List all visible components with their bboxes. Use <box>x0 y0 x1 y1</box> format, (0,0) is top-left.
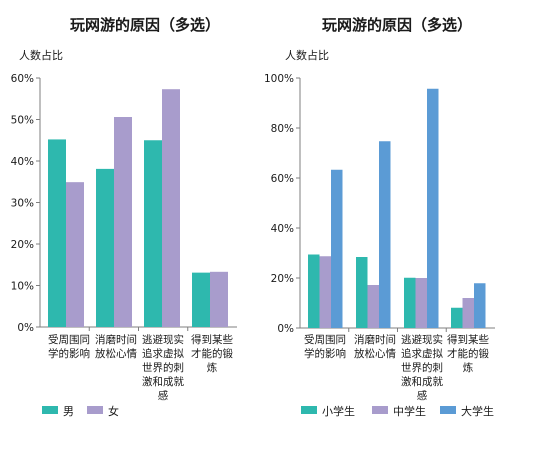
x-category-label: 追求虚拟 <box>401 347 443 360</box>
legend-swatch <box>87 406 103 414</box>
bar-中学生-3 <box>462 298 474 328</box>
bar-小学生-0 <box>308 254 320 328</box>
legend-swatch <box>440 406 456 414</box>
bar-男-3 <box>192 272 210 327</box>
legend-label: 小学生 <box>322 404 355 418</box>
y-tick-label: 40% <box>271 223 294 235</box>
x-category-label: 消磨时间 <box>354 333 396 346</box>
x-category-label: 学的影响 <box>304 347 346 360</box>
y-tick-label: 60% <box>11 73 34 85</box>
x-category-label: 得到某些 <box>447 333 489 346</box>
x-category-label: 激和成就 <box>401 375 443 388</box>
y-tick-label: 20% <box>11 239 34 251</box>
x-category-label: 感 <box>158 389 169 402</box>
legend-label: 大学生 <box>461 404 494 418</box>
bar-大学生-3 <box>474 283 486 328</box>
x-category-label: 世界的刺 <box>401 361 443 374</box>
y-tick-label: 30% <box>11 198 34 210</box>
x-category-label: 放松心情 <box>354 347 396 360</box>
chart-gender: 玩网游的原因（多选） 人数占比 0% 10% 20% 30% 40% 50% 60% 受周围同学的… <box>11 16 237 418</box>
bar-大学生-0 <box>331 169 343 328</box>
x-category-label: 逃避现实 <box>401 333 443 346</box>
bar-小学生-1 <box>356 257 368 328</box>
y-axis-label: 人数占比 <box>19 48 63 62</box>
x-category-label: 逃避现实 <box>142 333 184 346</box>
x-category-label: 激和成就 <box>142 375 184 388</box>
bar-大学生-2 <box>427 88 439 328</box>
bar-男-0 <box>48 139 66 327</box>
bar-中学生-2 <box>415 278 427 328</box>
bar-女-3 <box>210 271 228 327</box>
chart-school-level: 玩网游的原因（多选） 人数占比 0% 20% 40% 60% 80% 100% 受周围同学的影响… <box>264 16 495 418</box>
x-category-label: 才能的锻 <box>447 347 489 360</box>
bar-中学生-1 <box>367 285 379 328</box>
x-category-label: 放松心情 <box>95 347 137 360</box>
x-category-label: 世界的刺 <box>142 361 184 374</box>
bar-男-1 <box>96 168 114 327</box>
x-category-label: 得到某些 <box>191 333 233 346</box>
bar-中学生-0 <box>319 256 331 328</box>
bar-女-2 <box>162 89 180 327</box>
x-category-label: 受周围同 <box>304 334 346 346</box>
x-category-label: 追求虚拟 <box>142 347 184 360</box>
bar-小学生-2 <box>404 277 416 328</box>
y-tick-label: 20% <box>271 273 294 285</box>
y-tick-label: 0% <box>17 322 34 334</box>
x-category-label: 感 <box>417 389 428 402</box>
bar-小学生-3 <box>451 307 463 328</box>
x-category-label: 炼 <box>207 361 218 374</box>
y-tick-label: 80% <box>271 123 294 135</box>
y-axis-label: 人数占比 <box>285 48 329 62</box>
y-tick-label: 60% <box>271 173 294 185</box>
x-category-label: 才能的锻 <box>191 347 233 360</box>
bar-大学生-1 <box>379 141 391 328</box>
x-category-label: 受周围同 <box>48 334 90 346</box>
bar-女-1 <box>114 117 132 327</box>
x-category-label: 炼 <box>463 361 474 374</box>
bar-男-2 <box>144 140 162 327</box>
legend-swatch <box>42 406 58 414</box>
chart-title: 玩网游的原因（多选） <box>70 16 220 34</box>
y-tick-label: 100% <box>264 73 294 85</box>
chart-title: 玩网游的原因（多选） <box>322 16 472 34</box>
legend-label: 中学生 <box>393 404 426 418</box>
legend-label: 女 <box>108 404 119 418</box>
legend-swatch <box>301 406 317 414</box>
legend-swatch <box>372 406 388 414</box>
y-tick-label: 10% <box>11 281 34 293</box>
y-tick-label: 0% <box>277 323 294 335</box>
legend-label: 男 <box>63 405 74 418</box>
y-tick-label: 40% <box>11 156 34 168</box>
x-category-label: 消磨时间 <box>95 333 137 346</box>
x-category-label: 学的影响 <box>48 347 90 360</box>
bar-女-0 <box>66 182 84 327</box>
y-tick-label: 50% <box>11 115 34 127</box>
